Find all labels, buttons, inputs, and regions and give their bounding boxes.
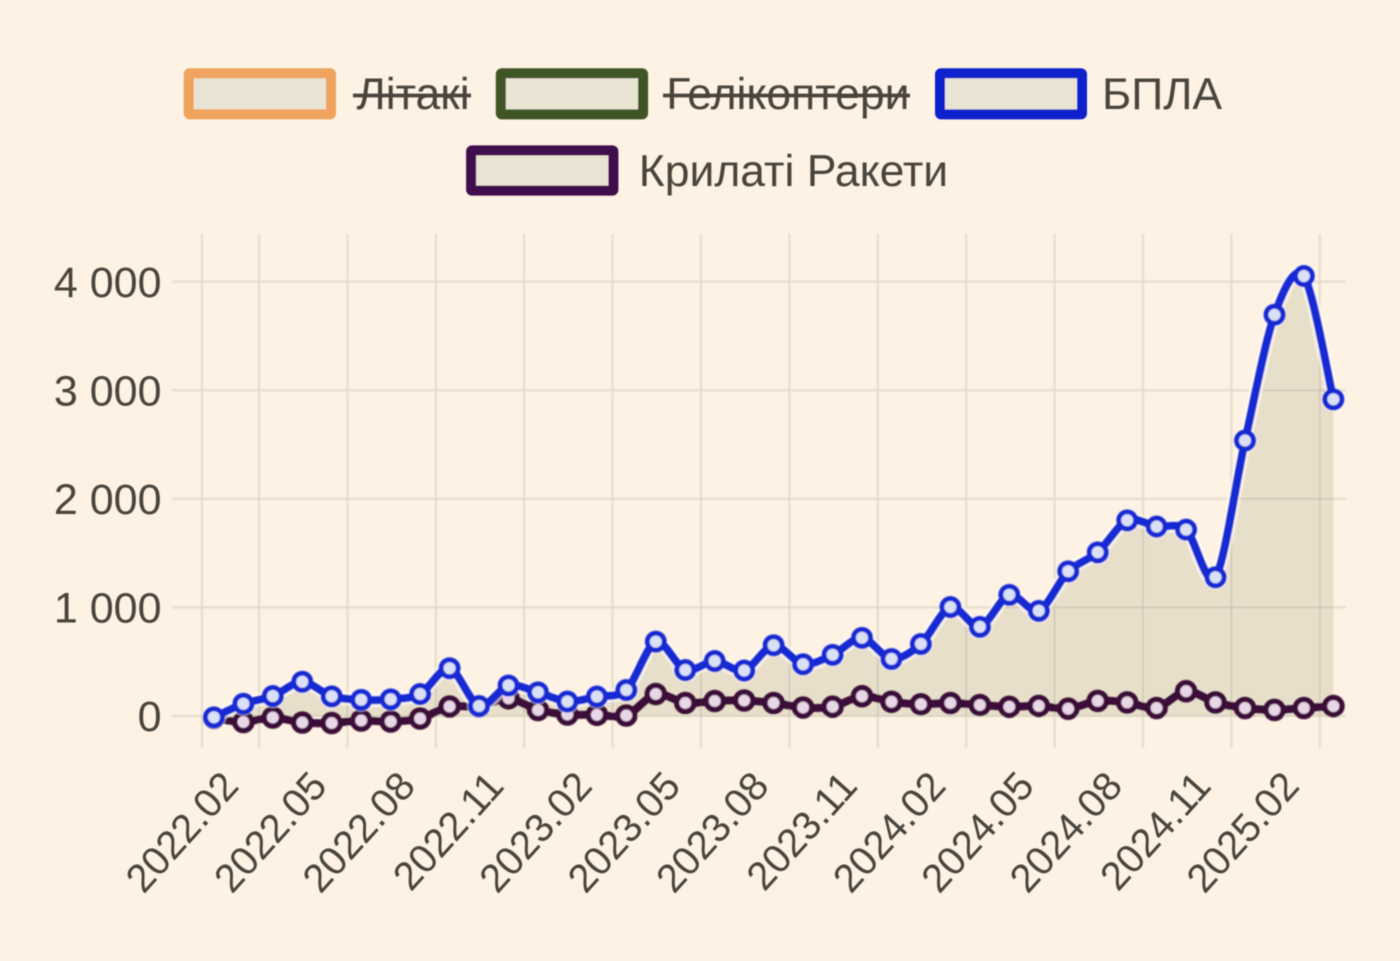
svg-text:2 000: 2 000 (54, 476, 162, 524)
svg-text:1 000: 1 000 (54, 585, 162, 633)
svg-text:4 000: 4 000 (54, 259, 162, 307)
svg-text:3 000: 3 000 (54, 367, 162, 415)
svg-text:0: 0 (138, 693, 162, 741)
svg-text:Крилаті Ракети: Крилаті Ракети (639, 147, 948, 196)
svg-text:БПЛА: БПЛА (1102, 70, 1222, 119)
